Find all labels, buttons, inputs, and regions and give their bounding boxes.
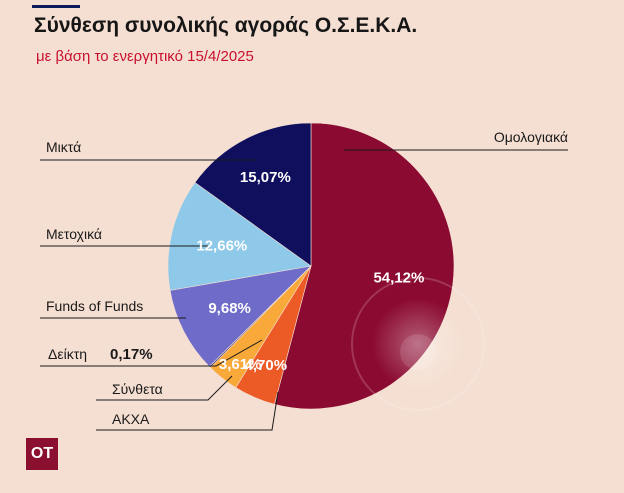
chart-title: Σύνθεση συνολικής αγοράς Ο.Σ.Ε.Κ.Α. bbox=[34, 14, 418, 37]
slice-value-label: 4,70% bbox=[245, 357, 288, 374]
chart-subtitle: με βάση το ενεργητικό 15/4/2025 bbox=[36, 48, 254, 65]
leader-line bbox=[96, 375, 233, 401]
header-accent-bar bbox=[32, 5, 80, 8]
pie-slice bbox=[194, 122, 312, 267]
leader-line bbox=[96, 391, 279, 431]
category-label: Μικτά bbox=[46, 139, 81, 155]
category-label: Σύνθετα bbox=[112, 381, 163, 397]
category-label: ΑΚΧΑ bbox=[112, 411, 150, 427]
ot-logo: OT bbox=[26, 438, 58, 470]
slice-value-label: 0,17% bbox=[110, 346, 153, 363]
slice-value-label: 54,12% bbox=[373, 269, 424, 286]
category-label: Ομολογιακά bbox=[494, 129, 568, 145]
pie-slice bbox=[169, 265, 312, 367]
category-label: Δείκτη bbox=[48, 346, 87, 362]
slice-value-label: 15,07% bbox=[240, 169, 291, 186]
category-label: Μετοχικά bbox=[46, 226, 102, 242]
slice-value-label: 9,68% bbox=[208, 300, 251, 317]
slice-value-label: 3,61% bbox=[219, 356, 262, 373]
glow-decoration bbox=[351, 277, 485, 411]
category-label: Funds of Funds bbox=[46, 298, 143, 314]
slice-value-label: 12,66% bbox=[196, 237, 247, 254]
leader-line bbox=[40, 339, 263, 367]
pie-slice bbox=[167, 182, 312, 291]
